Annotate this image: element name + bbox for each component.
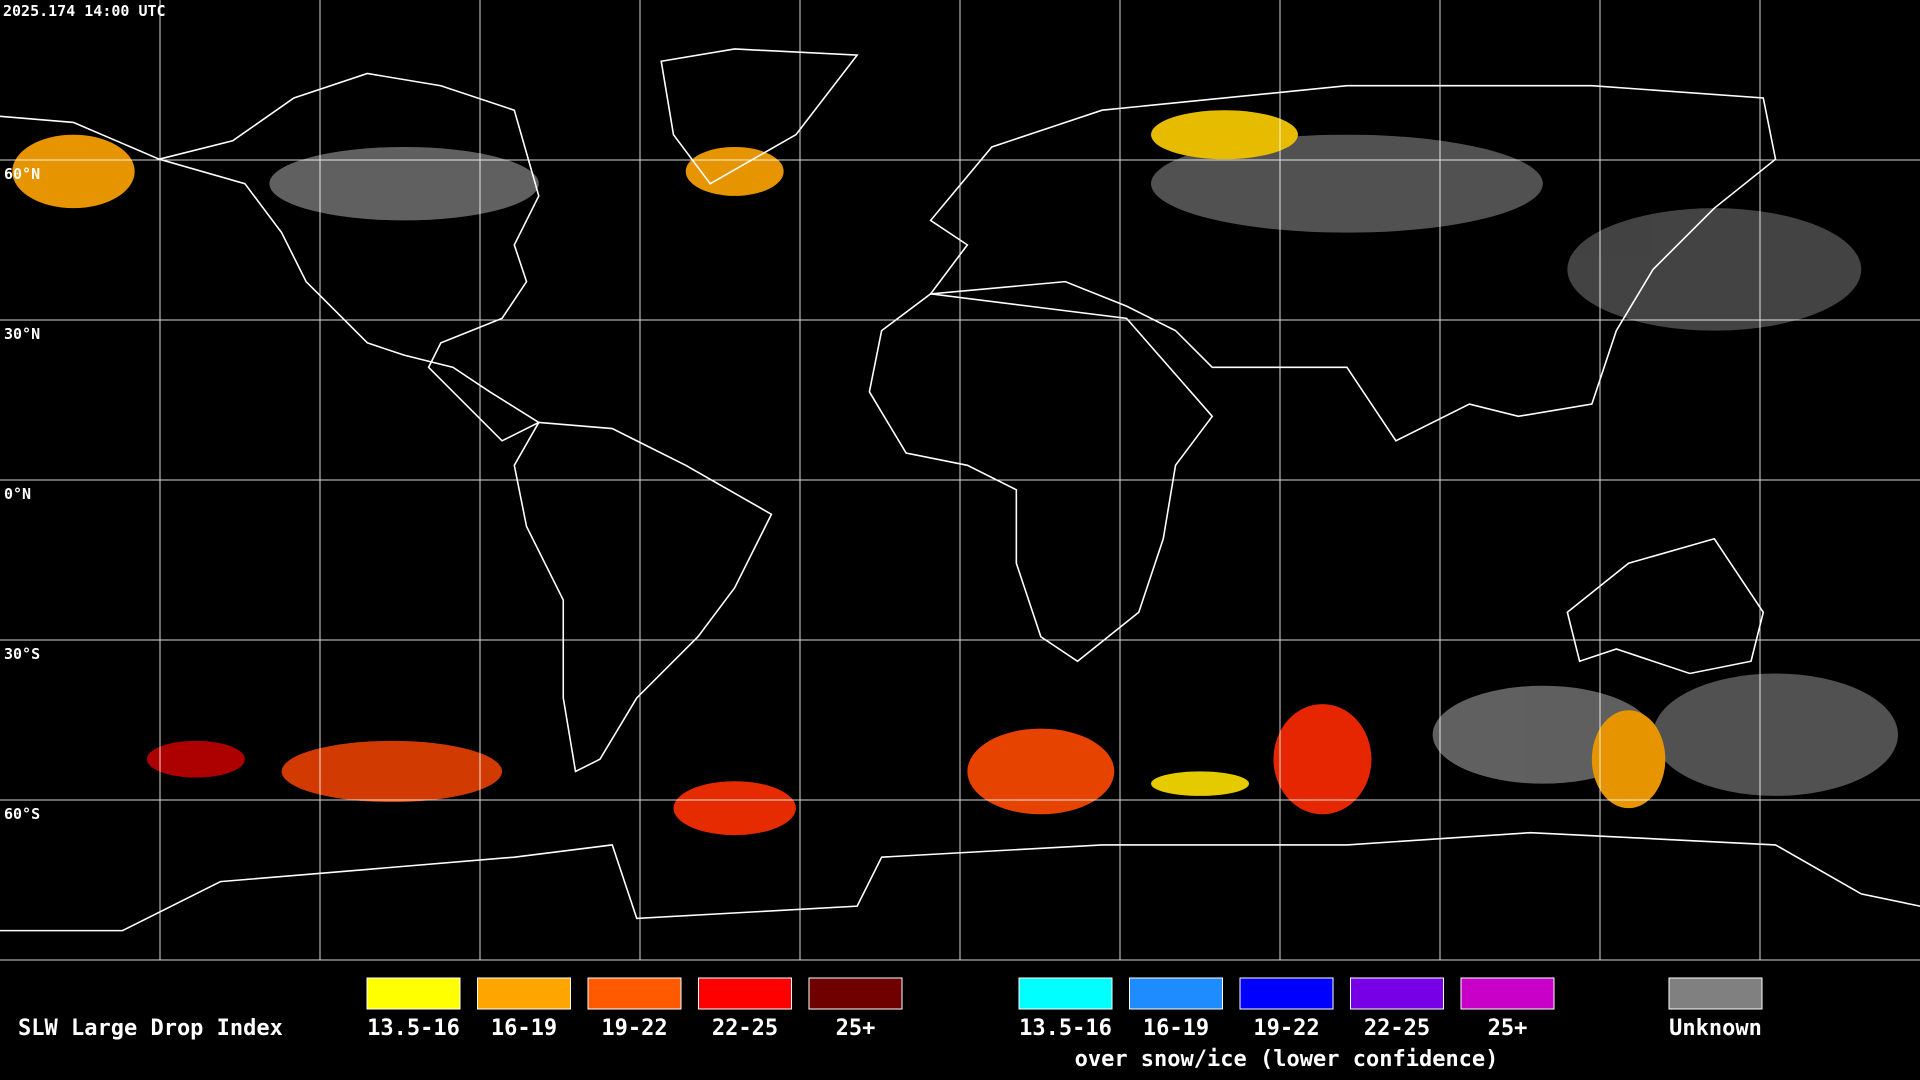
slw-patch (1591, 710, 1666, 809)
antarctica (0, 831, 1920, 932)
north-america (0, 72, 541, 442)
legend-swatch (477, 977, 571, 1010)
latitude-label: 60°S (4, 805, 40, 823)
legend-swatch (1460, 977, 1555, 1010)
slw-patch (12, 134, 135, 209)
legend-label: 13.5-16 (1019, 1016, 1112, 1041)
legend-label: 13.5-16 (367, 1016, 460, 1041)
greenland (660, 48, 859, 185)
unknown-patch (1653, 673, 1898, 796)
legend-swatch (1668, 977, 1763, 1010)
legend-swatch (808, 977, 903, 1010)
legend: 13.5-16 16-19 19-22 22-25 25+ 13.5-16 16-19 19-… (366, 977, 1763, 1072)
latitude-label: 30°N (4, 325, 40, 343)
map-layer (0, 48, 1920, 932)
africa (868, 293, 1214, 663)
graticule (0, 0, 1920, 961)
legend-swatch (1018, 977, 1113, 1010)
australia (1566, 537, 1765, 675)
eurasia (928, 84, 1777, 442)
unknown-patch (1567, 208, 1862, 331)
legend-label: Unknown (1669, 1016, 1762, 1041)
unknown-patch (1151, 134, 1543, 233)
south-america (513, 421, 773, 773)
legend-label: 25+ (836, 1016, 876, 1041)
cloud-patches (12, 110, 1898, 836)
latitude-label: 30°S (4, 645, 40, 663)
legend-label: 19-22 (601, 1016, 667, 1041)
slw-patch (1151, 110, 1298, 160)
latitude-label: 0°N (4, 485, 31, 503)
legend-swatch (1239, 977, 1334, 1010)
coastlines (0, 48, 1920, 932)
legend-title: SLW Large Drop Index (18, 1016, 283, 1041)
legend-swatch (587, 977, 682, 1010)
slw-patch (967, 728, 1115, 815)
legend-swatch (366, 977, 461, 1010)
legend-label: 22-25 (712, 1016, 778, 1041)
slw-patch (1151, 771, 1249, 796)
legend-label: 22-25 (1364, 1016, 1430, 1041)
legend-label: 19-22 (1253, 1016, 1319, 1041)
legend-label: 25+ (1488, 1016, 1528, 1041)
legend-swatch (1350, 977, 1444, 1010)
timestamp: 2025.174 14:00 UTC (3, 2, 166, 20)
latitude-label: 60°N (4, 165, 40, 183)
legend-note: over snow/ice (lower confidence) (1075, 1047, 1499, 1072)
legend-label: 16-19 (491, 1016, 557, 1041)
slw-patch (146, 740, 245, 778)
legend-swatch (698, 977, 792, 1010)
latitude-labels: 60°N 30°N 0°N 30°S 60°S (4, 165, 40, 823)
unknown-patch (269, 146, 539, 221)
legend-label: 16-19 (1143, 1016, 1209, 1041)
slw-patch (673, 781, 796, 836)
legend-swatch (1129, 977, 1223, 1010)
slw-patch (281, 740, 503, 803)
slw-patch (1273, 704, 1372, 815)
